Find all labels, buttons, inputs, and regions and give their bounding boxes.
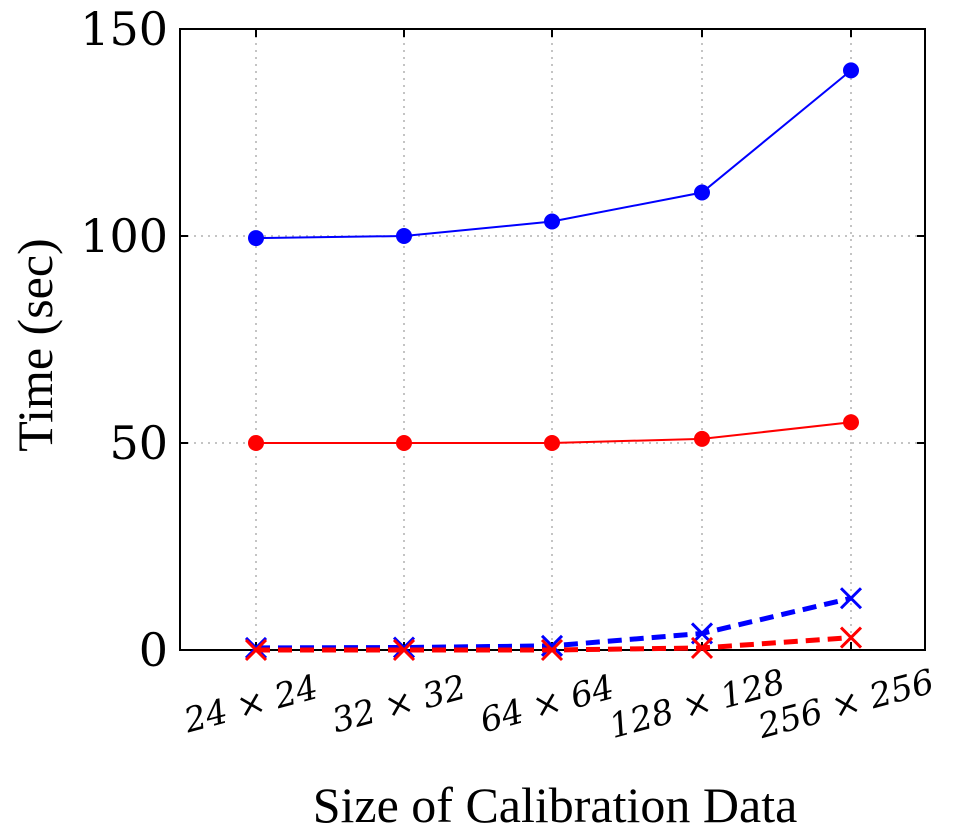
plot-frame: [179, 28, 926, 651]
y-tick-label: 150: [80, 2, 168, 56]
y-tick-label: 100: [80, 209, 168, 263]
data-point: [392, 636, 416, 659]
series-group: [244, 62, 863, 662]
data-point: [392, 638, 416, 662]
series-line: [255, 595, 852, 651]
cross-stroke: [540, 638, 564, 662]
cross-stroke: [392, 636, 416, 659]
data-point: [244, 638, 268, 662]
y-tick-labels: 0 50 100 150: [80, 2, 168, 677]
x-axis-title: Size of Calibration Data: [313, 777, 798, 833]
data-point: [396, 228, 412, 244]
x-tick-label: 64 × 64: [476, 667, 618, 741]
y-tick-label: 0: [139, 623, 168, 677]
y-axis-title: Time (sec): [7, 238, 63, 451]
series-line: [255, 69, 852, 240]
cross-stroke: [392, 638, 416, 662]
data-point: [248, 435, 264, 451]
data-point: [694, 184, 710, 201]
data-point: [690, 636, 714, 659]
cross-stroke: [839, 626, 863, 649]
tick-marks: [180, 28, 925, 651]
cross-stroke: [244, 638, 268, 662]
data-point: [248, 230, 264, 247]
data-point: [694, 430, 710, 447]
data-point: [544, 435, 560, 451]
x-tick-label: 24 × 24: [179, 667, 322, 741]
data-point: [540, 638, 564, 662]
data-point: [843, 414, 859, 431]
data-point: [839, 587, 863, 610]
data-point: [843, 62, 859, 79]
x-tick-label: 32 × 32: [328, 667, 470, 741]
data-point: [396, 435, 412, 451]
y-tick-label: 50: [109, 416, 168, 470]
cross-stroke: [540, 634, 564, 657]
data-point: [544, 213, 560, 230]
cross-stroke: [839, 587, 863, 610]
data-point: [540, 634, 564, 657]
grid: [180, 29, 925, 650]
data-point: [839, 626, 863, 649]
cross-stroke: [690, 636, 714, 659]
